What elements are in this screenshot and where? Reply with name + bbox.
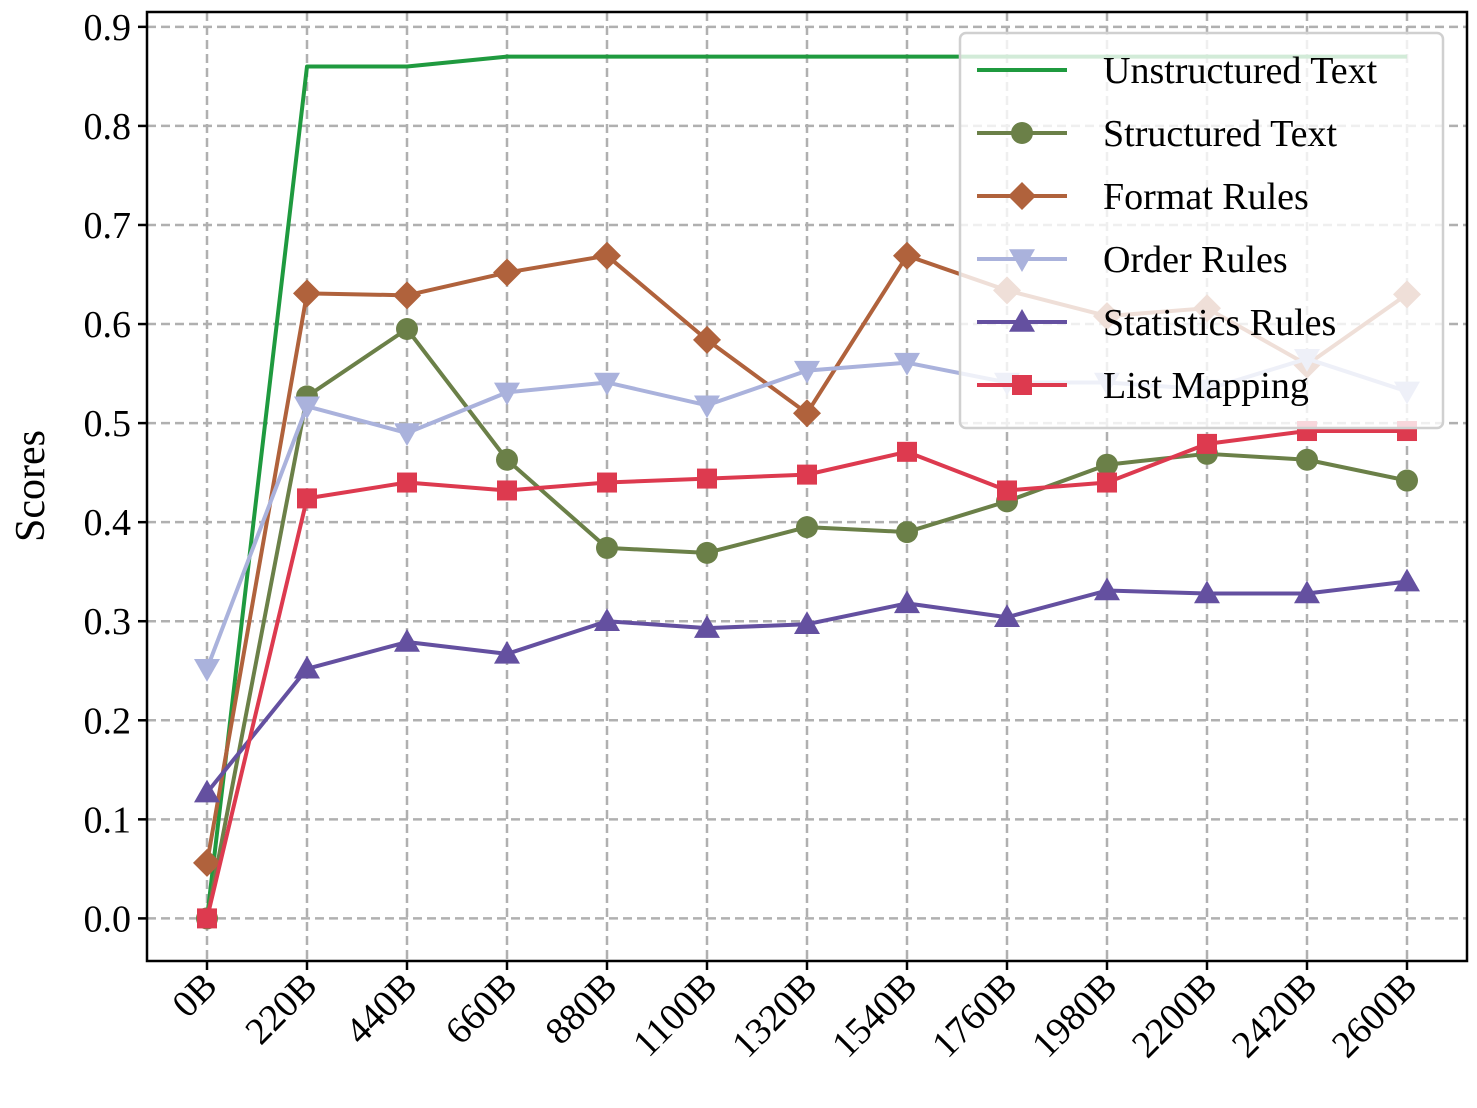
data-point <box>994 604 1020 628</box>
data-point <box>393 281 421 310</box>
legend-marker <box>1009 249 1035 272</box>
x-tick-label: 2420B <box>1224 965 1325 1066</box>
y-tick-label: 0.9 <box>84 7 132 49</box>
data-point <box>1094 577 1120 601</box>
data-point <box>396 317 418 340</box>
data-point <box>294 655 320 679</box>
data-point <box>1396 469 1418 492</box>
legend-item: Structured Text <box>977 113 1338 155</box>
data-point <box>1097 472 1117 493</box>
y-tick-label: 0.8 <box>84 106 132 148</box>
data-point <box>397 472 417 493</box>
legend-label: Structured Text <box>1103 113 1338 155</box>
data-point <box>594 608 620 631</box>
data-point <box>897 441 917 462</box>
y-tick-label: 0.3 <box>84 601 132 643</box>
data-point <box>394 629 420 652</box>
data-point <box>694 615 720 638</box>
data-point <box>693 325 721 354</box>
x-tick-label: 220B <box>237 965 325 1053</box>
x-tick-label: 880B <box>537 965 625 1053</box>
data-point <box>1296 448 1318 471</box>
data-point <box>293 279 321 308</box>
x-tick-label: 0B <box>164 965 225 1026</box>
data-point <box>194 779 220 803</box>
legend-marker <box>1011 122 1033 144</box>
data-point <box>596 536 618 559</box>
legend-item: Unstructured Text <box>977 50 1378 92</box>
y-tick-label: 0.4 <box>84 502 132 544</box>
data-point <box>496 448 518 471</box>
legend-label: Statistics Rules <box>1103 302 1336 344</box>
data-point <box>797 464 817 485</box>
legend-label: List Mapping <box>1103 365 1309 407</box>
data-point <box>793 399 821 428</box>
x-tick-label: 1320B <box>724 965 825 1066</box>
x-tick-label: 1760B <box>924 965 1025 1066</box>
data-point <box>494 382 520 406</box>
y-tick-label: 0.2 <box>84 700 132 742</box>
data-point <box>194 659 220 682</box>
legend: Unstructured Text Structured Text Format R… <box>958 31 1445 430</box>
legend-marker <box>1012 375 1032 395</box>
data-point <box>997 480 1017 501</box>
legend-marker <box>1009 309 1035 332</box>
data-point <box>493 258 521 287</box>
data-point <box>1096 453 1118 476</box>
y-axis-label: Scores <box>8 430 54 542</box>
x-tick-label: 440B <box>337 965 425 1053</box>
data-point <box>197 908 217 929</box>
x-axis-ticks: 0B 220B 440B 660B 880B 1100B1320B1540B1760B19… <box>164 961 1425 1066</box>
legend-label: Unstructured Text <box>1103 50 1378 92</box>
legend-item: Statistics Rules <box>977 302 1336 344</box>
series-statistics-rules <box>194 568 1420 803</box>
y-tick-label: 0.1 <box>84 799 132 841</box>
data-point <box>297 488 317 509</box>
x-tick-label: 2200B <box>1124 965 1225 1066</box>
legend-label: Order Rules <box>1103 239 1288 281</box>
data-point <box>893 241 921 270</box>
y-tick-label: 0.5 <box>84 403 132 445</box>
y-tick-label: 0.6 <box>84 304 132 346</box>
legend-item: List Mapping <box>977 365 1309 407</box>
y-tick-label: 0.7 <box>84 205 132 247</box>
data-point <box>694 395 720 419</box>
y-axis-ticks: 0.0 0.1 0.2 0.3 0.4 0.5 0.6 0.7 0.8 0.9 <box>84 7 147 940</box>
data-point <box>494 640 520 664</box>
data-point <box>794 360 820 384</box>
x-tick-label: 1540B <box>824 965 925 1066</box>
data-point <box>1394 568 1420 592</box>
legend-box <box>958 31 1445 430</box>
data-point <box>593 241 621 270</box>
data-point <box>1194 580 1220 604</box>
data-point <box>894 590 920 614</box>
y-tick-label: 0.0 <box>84 898 132 940</box>
legend-label: Format Rules <box>1103 176 1309 218</box>
data-point <box>696 541 718 564</box>
data-point <box>394 423 420 447</box>
data-point <box>294 396 320 420</box>
legend-marker <box>1008 182 1036 210</box>
data-point <box>894 352 920 376</box>
legend-item: Order Rules <box>977 239 1288 281</box>
x-tick-label: 660B <box>437 965 525 1053</box>
data-point <box>896 521 918 544</box>
legend-item: Format Rules <box>977 176 1309 218</box>
data-point <box>594 372 620 396</box>
data-point <box>796 516 818 539</box>
x-tick-label: 1980B <box>1024 965 1125 1066</box>
data-point <box>597 472 617 493</box>
x-tick-label: 1100B <box>625 965 725 1065</box>
data-point <box>497 480 517 501</box>
x-tick-label: 2600B <box>1324 965 1425 1066</box>
data-point <box>1294 580 1320 604</box>
data-point <box>794 611 820 634</box>
data-point <box>193 848 221 877</box>
data-point <box>1197 433 1217 454</box>
data-point <box>697 468 717 489</box>
